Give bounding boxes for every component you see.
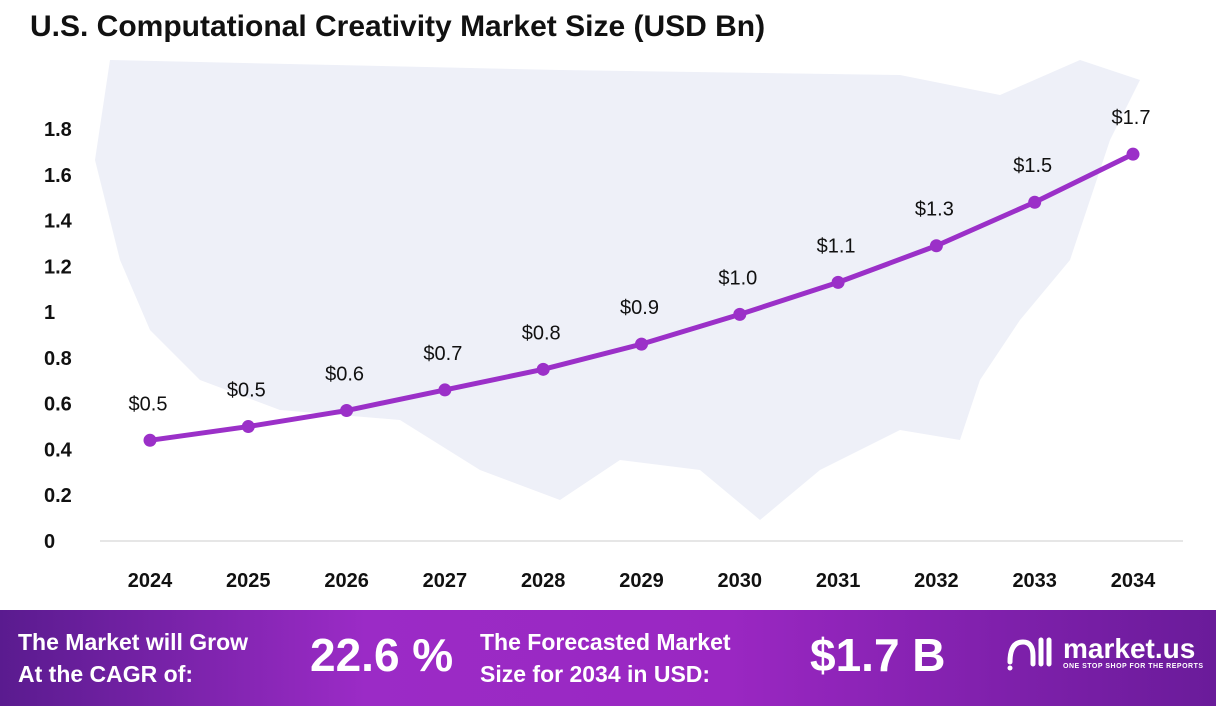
x-tick-label: 2027 <box>423 570 468 592</box>
forecast-label: The Forecasted Market Size for 2034 in U… <box>480 626 731 690</box>
data-point <box>733 307 747 321</box>
cagr-value: 22.6 % <box>310 629 454 681</box>
data-label: $0.9 <box>620 297 659 319</box>
data-point <box>340 404 354 418</box>
data-label: $0.5 <box>129 393 168 415</box>
y-tick-label: 1.2 <box>44 256 72 278</box>
data-label: $0.5 <box>227 380 266 402</box>
logo-tagline: ONE STOP SHOP FOR THE REPORTS <box>1063 662 1204 670</box>
y-tick-label: 0 <box>44 531 55 553</box>
data-point <box>536 362 550 376</box>
x-tick-label: 2026 <box>324 570 369 592</box>
data-label: $1.7 <box>1112 107 1151 129</box>
data-label: $0.6 <box>325 364 364 386</box>
data-label: $1.0 <box>718 267 757 289</box>
cagr-label-line-2: At the CAGR of: <box>18 661 194 687</box>
data-point <box>1126 147 1140 161</box>
x-tick-label: 2032 <box>914 570 959 592</box>
y-tick-label: 0.8 <box>44 348 72 370</box>
data-point <box>438 383 452 397</box>
data-label: $1.3 <box>915 199 954 221</box>
y-tick-label: 0.2 <box>44 485 72 507</box>
forecast-label-line-2: Size for 2034 in USD: <box>480 661 711 687</box>
data-point <box>1028 195 1042 209</box>
x-tick-label: 2031 <box>816 570 861 592</box>
y-tick-label: 0.6 <box>44 394 72 416</box>
x-tick-label: 2034 <box>1111 570 1156 592</box>
data-point <box>635 337 648 351</box>
forecast-label-line-1: The Forecasted Market <box>480 629 731 655</box>
data-label: $0.8 <box>522 322 561 344</box>
logo-icon <box>1007 637 1052 671</box>
summary-banner: The Market will Grow At the CAGR of: 22.… <box>0 610 1216 706</box>
x-tick-label: 2033 <box>1012 570 1057 592</box>
x-tick-label: 2024 <box>128 570 173 592</box>
line-chart: 0 0.2 0.4 0.6 0.8 1 1.2 1.4 1.6 1.8 2024 2025 2026 20… <box>44 60 1183 592</box>
data-point <box>241 420 255 434</box>
x-tick-label: 2028 <box>521 570 566 592</box>
y-tick-label: 1.6 <box>44 165 72 187</box>
market-us-logo: market.us ONE STOP SHOP FOR THE REPORTS <box>1005 632 1204 672</box>
cagr-label: The Market will Grow At the CAGR of: <box>18 626 248 690</box>
logo-name: market.us <box>1063 632 1196 664</box>
data-label: $1.5 <box>1013 155 1052 177</box>
x-tick-label: 2025 <box>226 570 271 592</box>
data-point <box>929 239 943 253</box>
data-point <box>143 433 157 447</box>
cagr-label-line-1: The Market will Grow <box>18 629 249 655</box>
chart-title: U.S. Computational Creativity Market Siz… <box>30 10 766 43</box>
data-label: $0.7 <box>423 343 462 365</box>
us-map-background <box>95 60 1140 520</box>
y-tick-label: 1 <box>44 302 55 324</box>
x-tick-label: 2029 <box>619 570 664 592</box>
y-tick-label: 0.4 <box>44 439 73 461</box>
x-tick-label: 2030 <box>718 570 763 592</box>
y-tick-label: 1.4 <box>44 211 73 233</box>
data-label: $1.1 <box>817 235 856 257</box>
data-point <box>831 275 845 289</box>
y-tick-label: 1.8 <box>44 119 72 141</box>
forecast-value: $1.7 B <box>810 629 946 681</box>
